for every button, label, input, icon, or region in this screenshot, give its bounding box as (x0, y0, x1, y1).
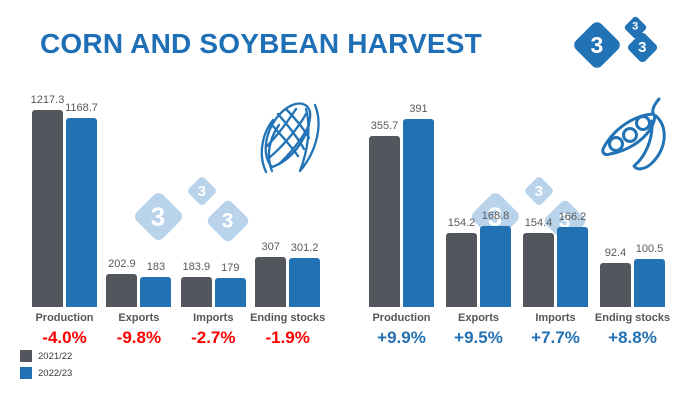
bar-value-label: 154.4 (524, 216, 553, 229)
bar-value-label: 391 (409, 103, 428, 115)
bar-corn-imports-2021/22 (180, 277, 212, 307)
category-label-imports: Imports (193, 312, 234, 324)
bar-value-label: 307 (261, 241, 280, 254)
change-percent-label-production: -4.0% (42, 328, 87, 347)
bar-value-label: 154.2 (447, 216, 476, 229)
bar-soybean-production-2022/23 (403, 119, 434, 307)
change-percent-label-production: +9.9% (377, 328, 426, 347)
change-percent-label-ending-stocks: -1.9% (265, 328, 310, 347)
bar-value-label: 100.5 (635, 242, 664, 255)
category-label-production: Production (372, 312, 431, 324)
bar-soybean-exports-2022/23 (480, 225, 511, 307)
corn-icon (260, 102, 320, 174)
bar-corn-production-2022/23 (66, 117, 97, 307)
change-percent-label-exports: -9.8% (116, 328, 162, 347)
logo-digit: 3 (632, 21, 639, 33)
legend-label: 2022/23 (38, 367, 73, 379)
bar-value-label: 301.2 (290, 242, 319, 255)
bar-value-label: 168.8 (481, 209, 510, 222)
bar-value-label: 1217.3 (30, 94, 65, 106)
logo-digit: 3 (638, 39, 647, 56)
bar-soybean-exports-2021/22 (446, 232, 477, 307)
bar-corn-imports-2022/23 (214, 278, 246, 307)
logo-digit: 3 (590, 31, 604, 58)
bar-soybean-imports-2022/23 (557, 227, 588, 307)
category-label-imports: Imports (535, 312, 576, 324)
bar-soybean-production-2021/22 (369, 135, 400, 307)
change-percent-label-exports: +9.5% (454, 328, 503, 347)
bar-value-label: 166.2 (558, 211, 587, 224)
bar-soybean-ending-stocks-2021/22 (600, 262, 631, 307)
legend-swatch-gray (20, 350, 32, 362)
bar-value-label: 92.4 (604, 246, 627, 259)
change-percent-label-imports: +7.7% (531, 328, 580, 347)
bar-value-label: 1168.7 (65, 101, 98, 114)
legend-swatch-blue (20, 367, 32, 379)
bar-soybean-ending-stocks-2022/23 (634, 258, 665, 307)
bar-value-label: 179 (221, 262, 240, 275)
bar-corn-exports-2021/22 (106, 274, 138, 307)
change-percent-label-ending-stocks: +8.8% (608, 328, 657, 347)
change-percent-label-imports: -2.7% (191, 328, 236, 347)
bar-value-label: 355.7 (370, 119, 399, 132)
category-label-production: Production (35, 312, 94, 324)
category-label-ending-stocks: Ending stocks (594, 312, 671, 324)
bar-value-label: 183.9 (182, 261, 211, 274)
bar-corn-production-2021/22 (32, 110, 63, 307)
legend-label: 2021/22 (38, 350, 73, 362)
category-label-ending-stocks: Ending stocks (250, 312, 326, 324)
page-title: CORN AND SOYBEAN HARVEST (40, 28, 482, 59)
bar-corn-ending-stocks-2021/22 (255, 257, 287, 307)
bar-corn-ending-stocks-2022/23 (289, 258, 321, 307)
bar-soybean-imports-2021/22 (523, 232, 554, 307)
soybean-icon (601, 97, 666, 171)
bar-corn-exports-2022/23 (140, 277, 172, 307)
chart-legend: 2021/22 2022/23 (20, 350, 72, 384)
category-label-exports: Exports (458, 312, 499, 324)
bar-value-label: 183 (146, 261, 166, 274)
category-label-exports: Exports (118, 312, 160, 324)
legend-item-2021-22: 2021/22 (20, 350, 72, 362)
bar-value-label: 202.9 (108, 258, 136, 271)
legend-item-2022-23: 2022/23 (20, 367, 72, 379)
